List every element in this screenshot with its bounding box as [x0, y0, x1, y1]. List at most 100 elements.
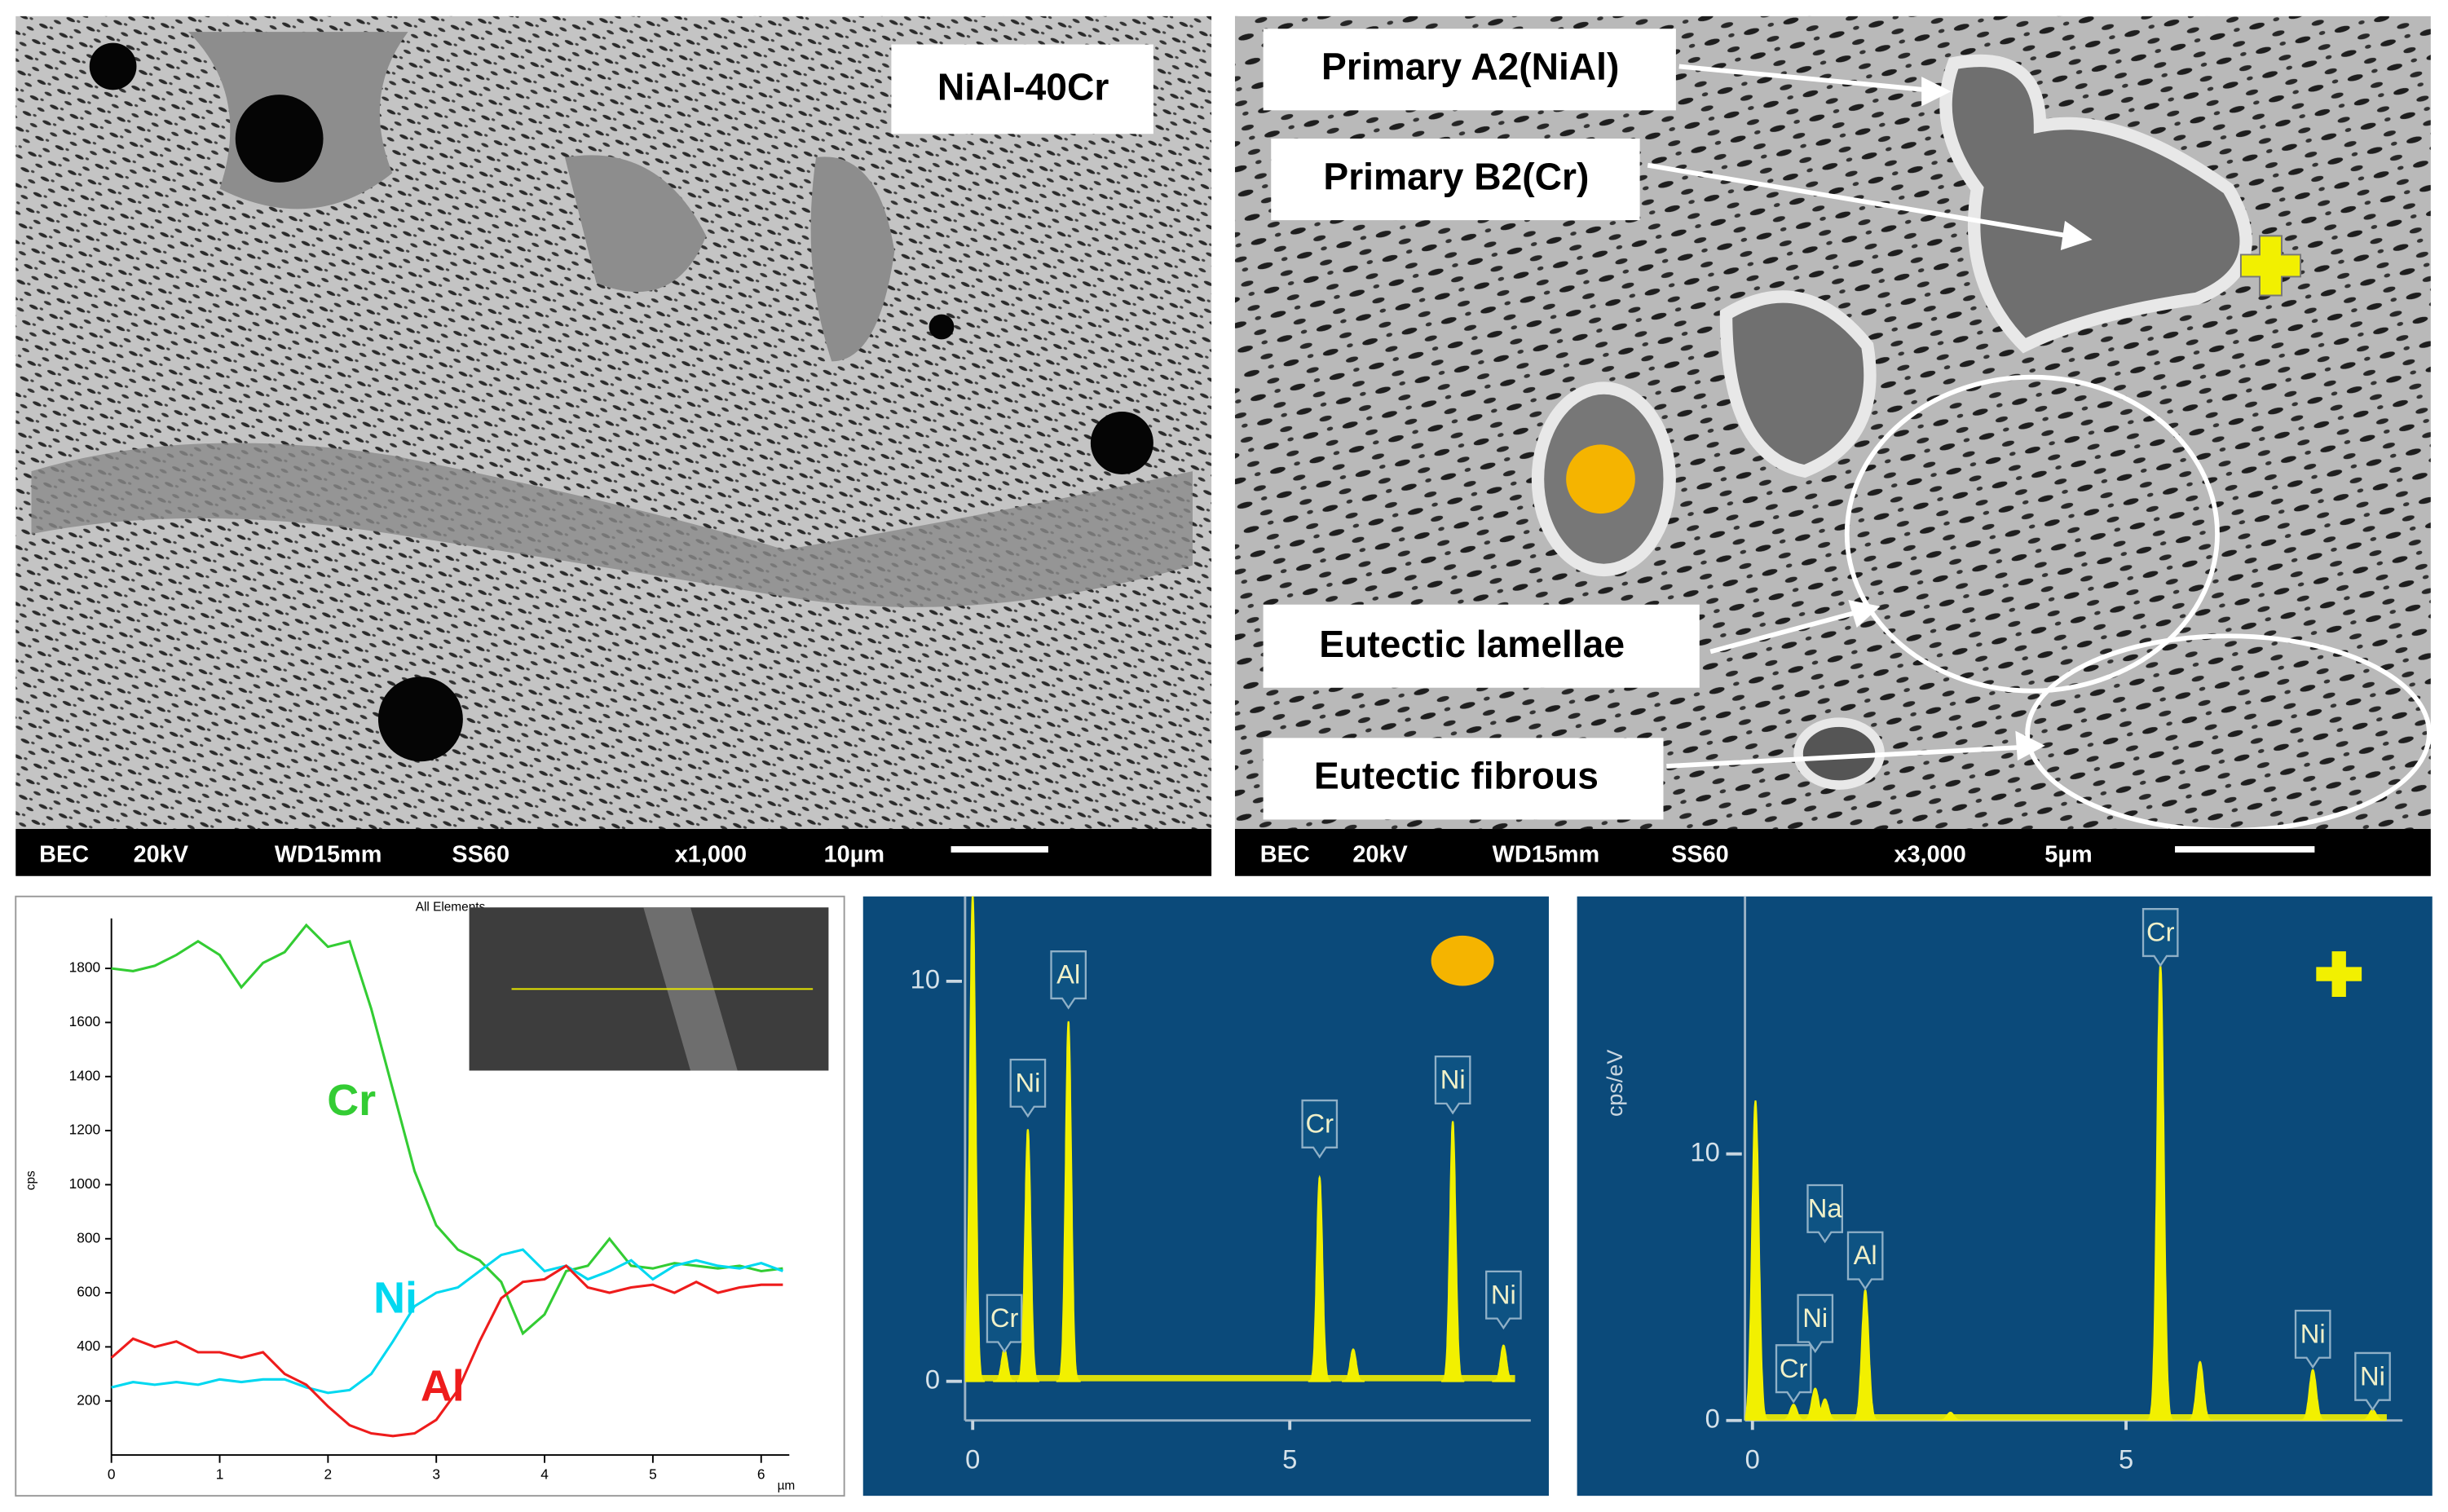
peak-label: Cr [1306, 1108, 1334, 1138]
y-tick-label: 1400 [69, 1067, 101, 1083]
point-marker [1431, 935, 1494, 986]
spectrum-chart: 0 10 0 5 Cr Ni Al Cr Ni Ni [862, 896, 1549, 1497]
y-tick-label: 200 [77, 1391, 100, 1408]
y-tick-label: 1600 [69, 1013, 101, 1029]
y-axis-label: cps [24, 1170, 38, 1190]
peak-label: Ni [1802, 1303, 1828, 1333]
annotation: Primary B2(Cr) [1323, 155, 1589, 197]
peak-label-box [1806, 1184, 1844, 1244]
pore [89, 42, 137, 90]
info-text: 20kV [1352, 841, 1408, 867]
annotation: Eutectic fibrous [1314, 755, 1599, 797]
peak-label-box [2294, 1309, 2331, 1369]
info-text: 10µm [824, 841, 884, 867]
baseline-noise [1752, 1414, 2387, 1421]
x-tick-label: 0 [965, 1444, 980, 1474]
x-tick-label: 1 [216, 1466, 224, 1483]
y-tick-label: 10 [1690, 1136, 1719, 1166]
peak-label: Ni [1440, 1065, 1466, 1095]
y-tick-label: 0 [925, 1364, 940, 1394]
x-tick-label: 2 [324, 1466, 333, 1483]
micrograph-high: Primary A2(NiAl) Primary B2(Cr) Eutectic… [1234, 15, 2432, 876]
peak-label: Na [1808, 1192, 1843, 1223]
peak [1937, 1411, 1965, 1421]
peak [2299, 1369, 2327, 1421]
peak-label: Cr [1780, 1353, 1808, 1383]
peak-label: Ni [2360, 1360, 2385, 1391]
point-marker [2239, 235, 2302, 297]
annotation: Primary A2(NiAl) [1321, 46, 1619, 88]
label-box [1263, 604, 1700, 688]
panel [1577, 896, 2433, 1497]
y-tick-label: 1800 [69, 959, 101, 976]
peak-label: Ni [1491, 1279, 1516, 1309]
info-text: BEC [39, 841, 89, 867]
charts: All Elementscpsµm20040060080010001200140… [15, 895, 2433, 1497]
peak [1492, 1344, 1515, 1382]
x-tick-label: 0 [108, 1466, 116, 1483]
y-tick-label: 800 [77, 1229, 100, 1245]
peak [2186, 1360, 2214, 1421]
primary-phase [1719, 290, 1877, 478]
x-tick-label: 6 [757, 1466, 765, 1483]
region-ellipse [1844, 374, 2220, 694]
x-tick-label: 4 [540, 1466, 549, 1483]
peak [1056, 1020, 1081, 1382]
y-tick-label: 600 [77, 1284, 100, 1300]
chart-title: All Elements [416, 900, 486, 914]
peak-label-box [1301, 1099, 1339, 1159]
y-tick-label: 400 [77, 1338, 100, 1354]
annotation: Eutectic lamellae [1319, 623, 1625, 665]
peak-label-box [1846, 1231, 1884, 1291]
peak-label-box [1775, 1344, 1812, 1404]
label-box [1263, 738, 1664, 820]
spectrum-chart: 0 10 0 5 cps/eV Cr Ni Na Al Cr Ni Ni [1577, 896, 2433, 1497]
peak-label-box [1797, 1294, 1834, 1354]
y-tick-label: 0 [1705, 1403, 1720, 1433]
pore [928, 314, 955, 340]
x-axis-label: µm [778, 1479, 796, 1493]
peak [1016, 1129, 1040, 1382]
baseline-noise [973, 1374, 1515, 1382]
y-tick-label: 1200 [69, 1122, 101, 1138]
peak-label: Ni [2300, 1318, 2326, 1348]
x-tick-label: 5 [1282, 1444, 1297, 1474]
info-text: 5µm [2044, 841, 2092, 867]
series-line [111, 923, 783, 1336]
peak-label: Cr [2146, 917, 2175, 947]
peak [1342, 1348, 1365, 1382]
series-label: Al [421, 1361, 465, 1410]
peak [1811, 1398, 1839, 1421]
sem-image [15, 15, 1212, 830]
dendrite [31, 443, 1193, 607]
label-box [1271, 139, 1640, 221]
x-tick-label: 3 [432, 1466, 440, 1483]
info-text: 20kV [134, 841, 189, 867]
label-box [1263, 29, 1676, 111]
label-box [891, 44, 1153, 134]
peak-label-box [1434, 1055, 1471, 1115]
series-label: Cr [327, 1076, 376, 1125]
dendrite [565, 155, 707, 293]
series-line [110, 1263, 783, 1438]
point-marker [1566, 444, 1635, 514]
sample-label: NiAl-40Cr [937, 66, 1109, 108]
peak-label: Al [1056, 959, 1080, 990]
x-tick-label: 0 [1745, 1444, 1760, 1474]
peak-label-box [1485, 1270, 1522, 1330]
pore [1090, 411, 1153, 474]
y-tick-label: 10 [911, 964, 940, 994]
y-tick-label: 1000 [69, 1175, 101, 1192]
line-chart: All Elementscpsµm20040060080010001200140… [15, 895, 845, 1497]
info-text: x1,000 [675, 841, 747, 867]
info-text: SS60 [452, 841, 509, 867]
peak [1308, 1175, 1331, 1382]
point-marker [2316, 951, 2362, 997]
info-text: SS60 [1671, 841, 1729, 867]
series-label: Ni [373, 1274, 417, 1323]
info-text: x3,000 [1894, 841, 1965, 867]
peak-label: Cr [990, 1303, 1019, 1333]
micrograph-low: NiAl-40Cr BEC 20kV WD15mm SS60 x1,000 10… [15, 15, 1212, 876]
